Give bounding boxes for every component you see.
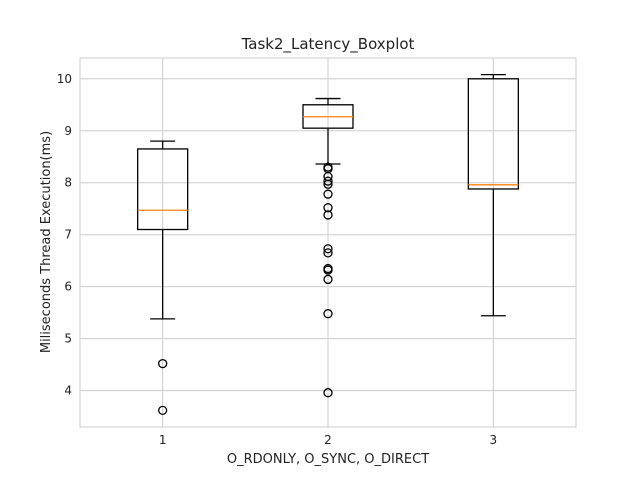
y-tick-label: 6 (64, 280, 72, 294)
box-group-1 (137, 140, 189, 416)
y-tick-label: 8 (64, 176, 72, 190)
outlier-point (323, 388, 333, 398)
outlier-point (323, 203, 333, 213)
x-tick-label: 1 (159, 433, 167, 447)
outlier-point (323, 176, 333, 186)
box-group-2 (302, 97, 354, 398)
y-axis-label: Miliseconds Thread Execution(ms) (39, 131, 54, 353)
y-tick-label: 10 (57, 72, 72, 86)
outlier-point (323, 179, 333, 189)
boxes-layer (137, 73, 519, 416)
plot-frame (79, 57, 577, 428)
box-iqr (467, 78, 519, 190)
outlier-point (323, 309, 333, 319)
grid-layer (80, 58, 576, 427)
y-tick-label: 4 (64, 384, 72, 398)
x-axis-label: O_RDONLY, O_SYNC, O_DIRECT (227, 452, 429, 467)
box-iqr (137, 148, 189, 231)
y-axis: 4 5 6 7 8 9 10 (57, 72, 72, 398)
outlier-point (323, 248, 333, 258)
y-tick-label: 9 (64, 124, 72, 138)
outlier-point (323, 210, 333, 220)
chart-title: Task2_Latency_Boxplot (241, 35, 415, 54)
outlier-point (323, 265, 333, 275)
x-tick-label: 2 (324, 433, 332, 447)
outlier-point (158, 405, 168, 416)
box-group-3 (467, 73, 519, 317)
outlier-point (323, 274, 333, 285)
y-tick-label: 7 (64, 228, 72, 242)
x-axis: 1 2 3 (159, 433, 497, 447)
x-tick-label: 3 (490, 433, 498, 447)
outlier-point (323, 244, 333, 254)
outlier-point (158, 358, 168, 369)
y-tick-label: 5 (64, 332, 72, 346)
outlier-point (323, 189, 333, 199)
